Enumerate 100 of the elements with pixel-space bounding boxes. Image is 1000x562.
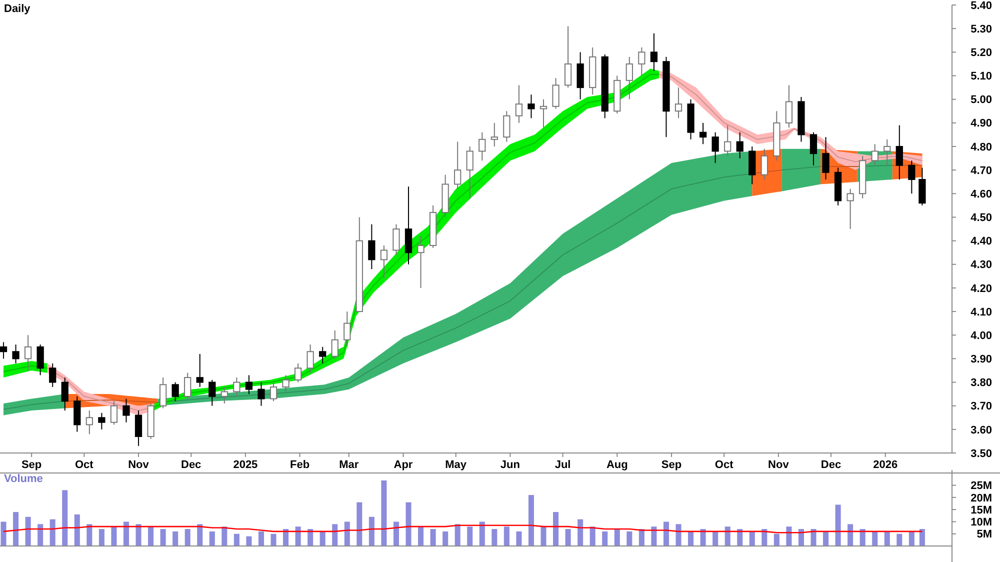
chart-title: Daily	[4, 3, 32, 15]
y-tick-label: 3.70	[970, 400, 992, 413]
bar	[651, 526, 657, 546]
x-tick-label: Jul	[554, 459, 571, 471]
candlestick	[404, 186, 412, 265]
x-tick-label: Sep	[661, 459, 682, 471]
bar	[234, 534, 240, 546]
candlestick	[306, 344, 314, 374]
candlestick	[331, 330, 338, 360]
bar	[908, 531, 914, 546]
bar	[418, 526, 424, 546]
bar	[848, 524, 854, 546]
candlestick	[454, 141, 462, 190]
y-tick-label: 4.70	[970, 164, 992, 177]
bar	[295, 526, 301, 546]
y-tick-label: 4.90	[970, 118, 992, 130]
candlestick	[564, 26, 572, 88]
bar	[406, 502, 412, 546]
y-tick-label: 3.50	[970, 448, 992, 460]
y-tick-label: 5.30	[970, 23, 992, 36]
bar	[136, 524, 142, 546]
y-tick-label: 25M	[970, 480, 992, 492]
line-series	[2, 524, 923, 534]
y-tick-label: 4.20	[970, 282, 992, 295]
candlestick	[503, 110, 510, 142]
candlestick	[134, 410, 142, 446]
x-tick-label: Aug	[606, 459, 628, 471]
bar	[688, 531, 694, 546]
bar	[111, 526, 117, 546]
bar	[737, 529, 743, 546]
x-tick-label: Jun	[500, 459, 520, 471]
bar	[467, 526, 473, 546]
bar	[884, 531, 890, 546]
bar	[74, 514, 80, 546]
candlestick	[0, 342, 8, 360]
y-tick-label: 4.40	[970, 236, 992, 248]
y-tick-label: 3.90	[970, 354, 992, 366]
y-tick-label: 5.40	[970, 0, 992, 12]
bar	[565, 529, 571, 546]
y-tick-label: 4.10	[970, 306, 992, 318]
candlestick	[576, 52, 584, 100]
bar	[344, 522, 350, 546]
candlestick	[233, 377, 240, 397]
bar	[516, 531, 522, 546]
bar	[712, 531, 718, 546]
bar	[332, 524, 338, 546]
y-tick-label: 3.80	[970, 377, 992, 390]
bar	[50, 519, 56, 546]
bar	[676, 524, 682, 546]
bar	[492, 529, 498, 546]
bar	[430, 529, 436, 546]
x-tick-label: 2026	[873, 459, 898, 471]
bar	[160, 529, 166, 546]
bar	[197, 524, 203, 546]
bar	[614, 529, 620, 546]
bar	[454, 524, 460, 546]
x-tick-label: Dec	[181, 459, 202, 471]
candlestick	[172, 382, 179, 402]
x-tick-label: Nov	[128, 459, 150, 471]
bar	[540, 526, 546, 546]
y-tick-label: 4.00	[970, 330, 992, 342]
y-tick-label: 15M	[970, 504, 992, 516]
y-tick-label: 4.30	[970, 259, 992, 272]
bar	[504, 526, 510, 546]
bar	[479, 522, 485, 546]
candlestick	[36, 344, 44, 376]
x-tick-label: May	[445, 459, 468, 471]
bar	[700, 529, 706, 546]
bar	[663, 522, 669, 546]
candlestick	[490, 122, 498, 147]
candlestick	[122, 398, 130, 423]
bar	[123, 522, 129, 546]
y-tick-label: 5.10	[970, 70, 992, 83]
candlestick	[319, 346, 326, 364]
candlestick	[208, 379, 216, 406]
y-tick-label: 5M	[976, 528, 992, 541]
candlestick	[871, 144, 878, 166]
bar	[590, 526, 596, 546]
candlestick	[760, 148, 768, 180]
x-tick-label: 2025	[233, 459, 258, 471]
candlestick	[699, 122, 707, 145]
candlestick	[748, 146, 756, 185]
y-tick-label: 5.00	[970, 94, 992, 106]
bar	[148, 526, 154, 546]
candlestick	[294, 362, 302, 383]
bar	[553, 512, 559, 546]
bar	[356, 502, 362, 546]
bar	[393, 522, 399, 546]
y-tick-label: 5.20	[970, 47, 992, 60]
bar	[270, 534, 276, 546]
bar	[810, 529, 816, 546]
x-tick-label: Apr	[394, 459, 414, 471]
bar	[184, 529, 190, 546]
bar	[368, 516, 374, 546]
candlestick	[258, 382, 265, 406]
candlestick	[466, 146, 474, 199]
candlestick	[196, 353, 204, 388]
bar	[786, 526, 792, 546]
x-tick-label: Sep	[21, 459, 42, 471]
y-tick-label: 20M	[970, 492, 992, 504]
